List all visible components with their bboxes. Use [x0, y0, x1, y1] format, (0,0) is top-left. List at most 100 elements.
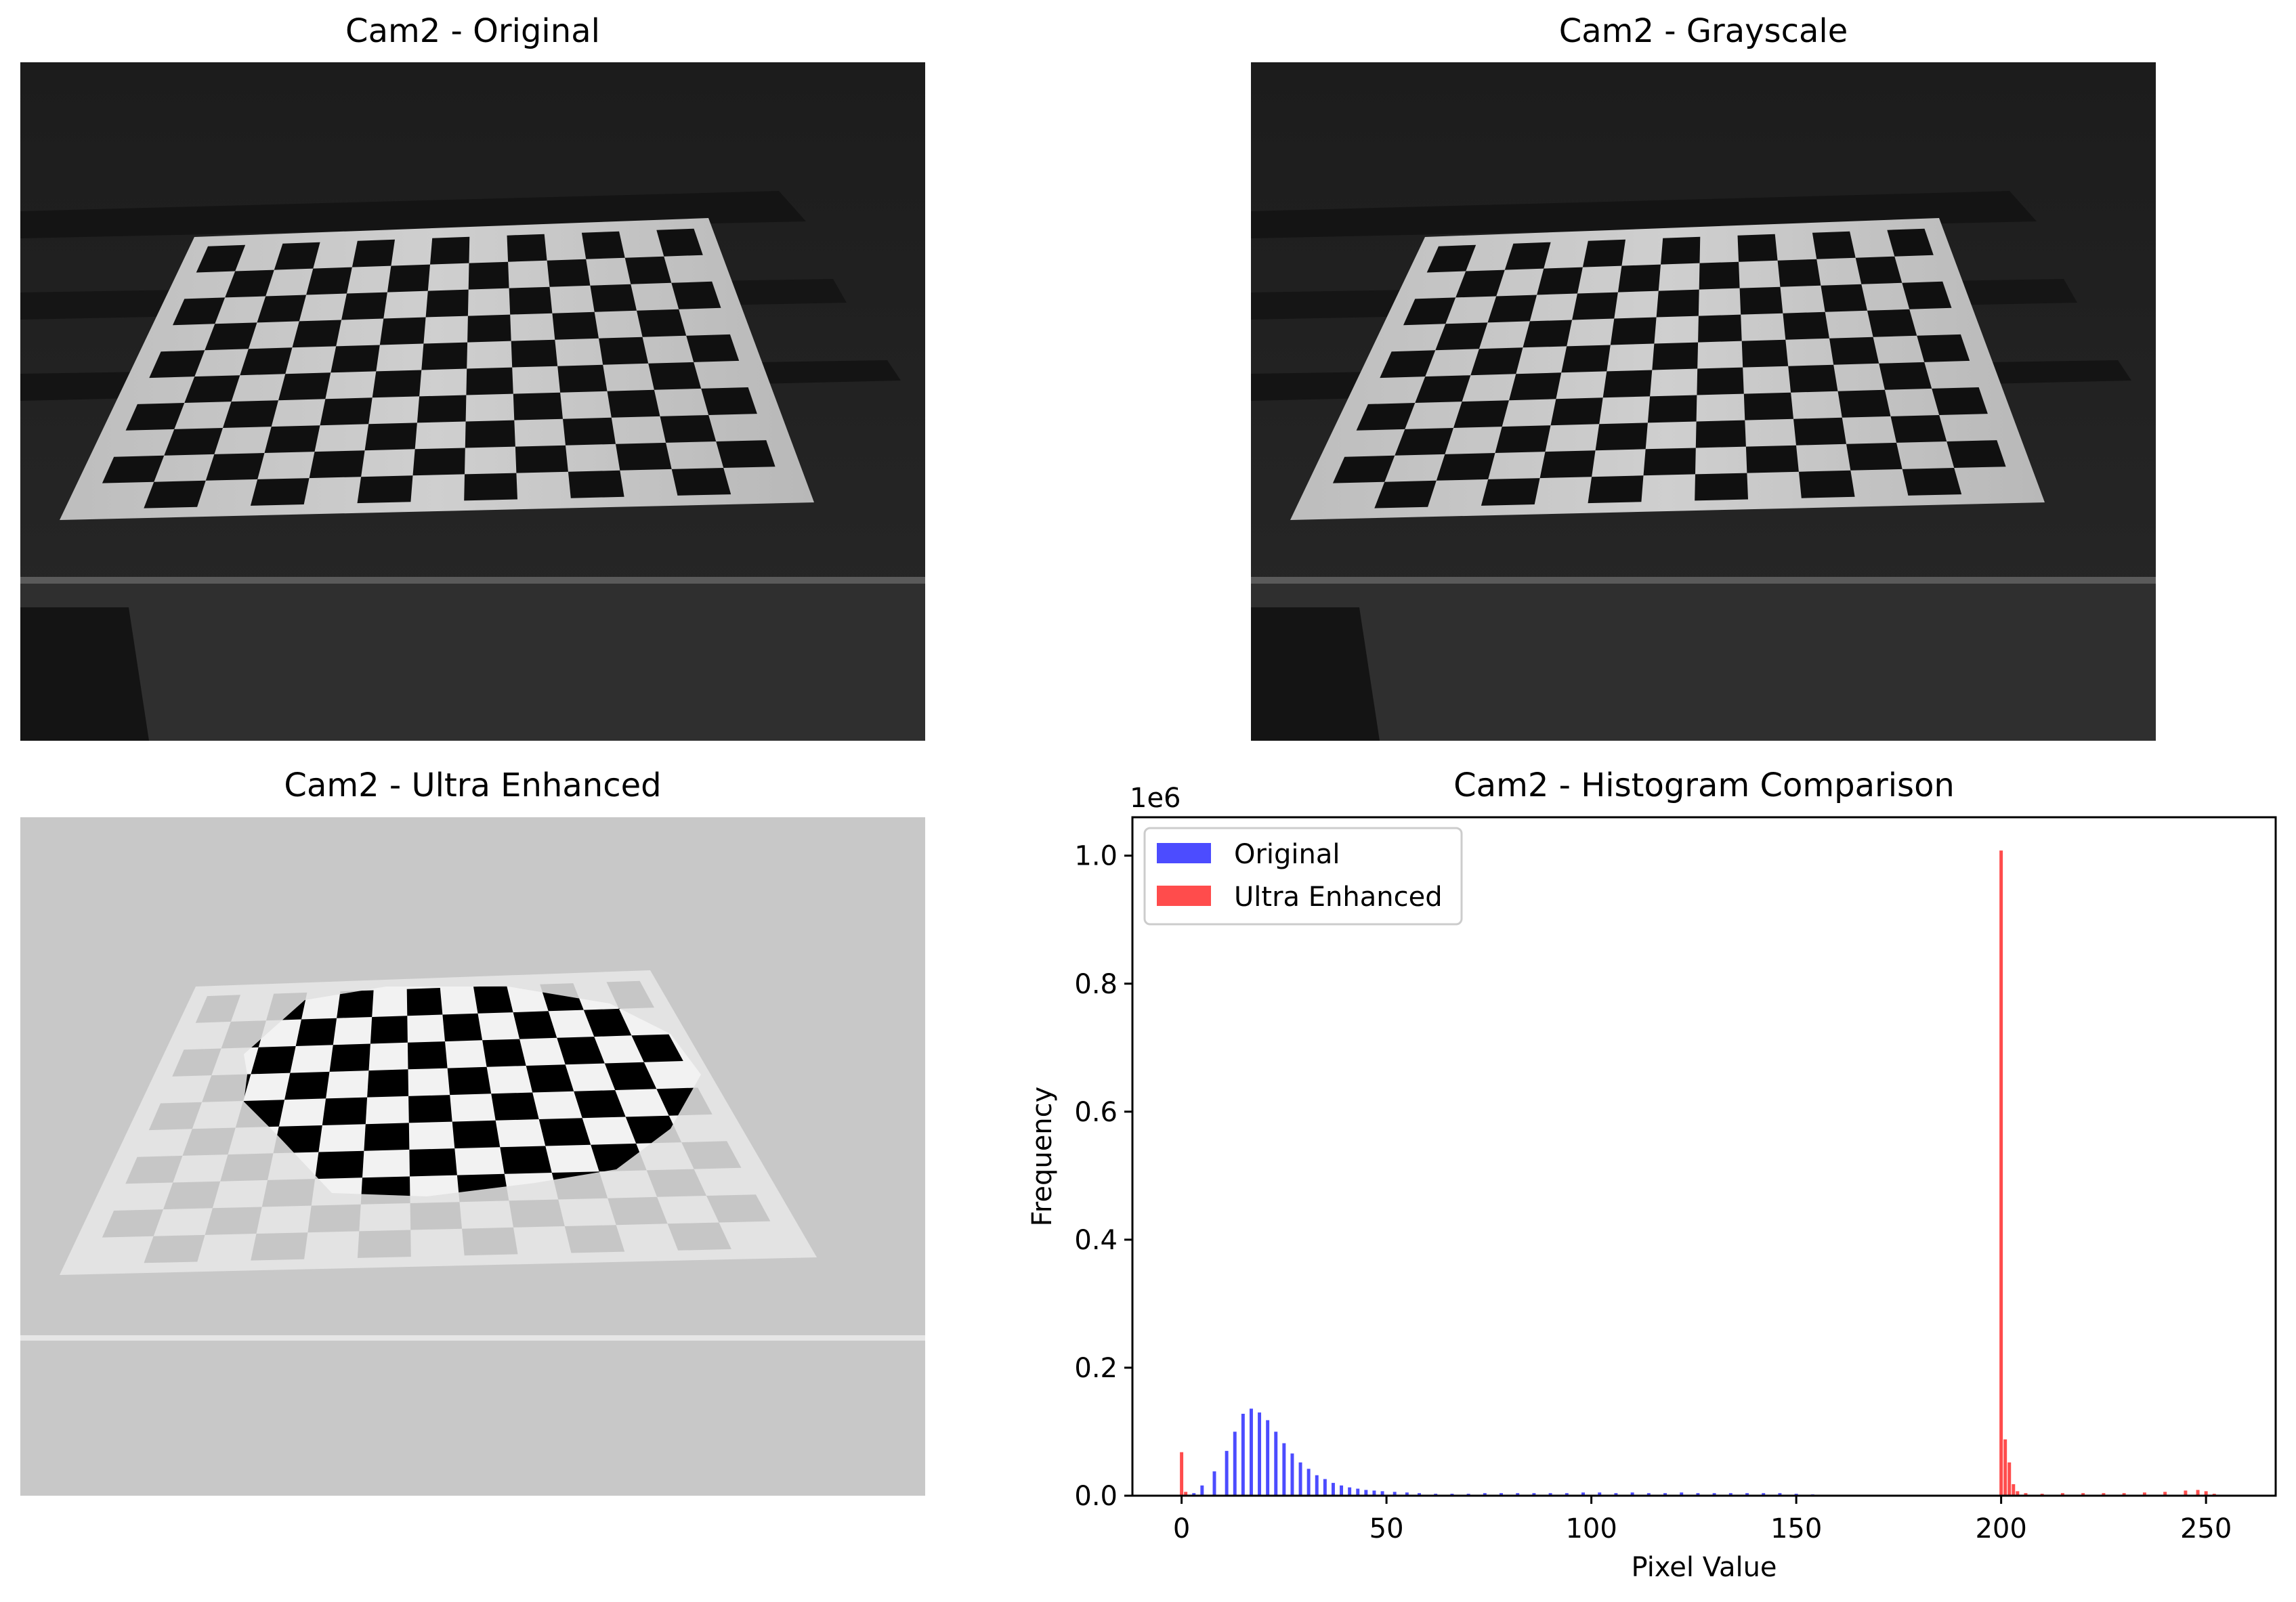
checker-square — [278, 372, 331, 401]
checker-square — [667, 1222, 731, 1251]
checker-square — [1902, 468, 1962, 496]
checker-square — [221, 1020, 266, 1049]
histogram-bar-original — [1290, 1453, 1294, 1496]
checker-square — [1550, 397, 1603, 426]
checker-square — [182, 1127, 236, 1156]
legend-label-enhanced: Ultra Enhanced — [1234, 882, 1443, 913]
checker-square — [274, 242, 320, 270]
y-tick-label: 1.0 — [1074, 841, 1118, 872]
checker-square — [1435, 322, 1488, 351]
checker-square — [671, 468, 731, 496]
checker-square — [564, 1225, 625, 1253]
histogram-bar-original — [1306, 1469, 1311, 1496]
checker-square — [557, 1037, 605, 1065]
checker-square — [513, 1011, 557, 1039]
checker-square — [604, 1062, 657, 1090]
histogram-bar-original — [1646, 1493, 1651, 1496]
checker-square — [507, 234, 547, 262]
histogram-bar-enhanced — [1180, 1452, 1184, 1496]
checker-square — [357, 1230, 411, 1258]
checker-square — [1829, 337, 1879, 365]
checker-square — [195, 995, 241, 1023]
checker-square — [656, 228, 703, 257]
checker-square — [196, 244, 246, 273]
checker-square — [172, 1048, 221, 1077]
checker-square — [1737, 234, 1778, 262]
checker-square — [1453, 400, 1509, 428]
histogram-bar-enhanced — [2024, 1493, 2028, 1496]
checker-square — [125, 1155, 183, 1184]
checker-square — [509, 1199, 565, 1228]
checker-square — [364, 1123, 410, 1151]
histogram-bar-original — [1380, 1491, 1384, 1496]
checker-square — [513, 392, 563, 420]
checker-square — [473, 987, 513, 1014]
checker-square — [1643, 448, 1696, 476]
checker-square — [608, 1196, 668, 1226]
checker-square — [1695, 420, 1746, 448]
histogram-bar-original — [1712, 1493, 1716, 1496]
checker-square — [417, 395, 467, 423]
checker-square — [1487, 295, 1537, 323]
checker-square — [590, 284, 637, 312]
checker-square — [1380, 350, 1436, 378]
checker-square — [309, 450, 365, 479]
checker-square — [1588, 475, 1644, 504]
checker-square — [163, 1181, 221, 1210]
histogram-bar-original — [1663, 1493, 1667, 1496]
legend-swatch-original — [1157, 843, 1211, 863]
checker-square — [1356, 403, 1416, 431]
checker-square — [306, 267, 352, 295]
x-tick-label: 200 — [1975, 1513, 2026, 1544]
checker-square — [1812, 231, 1856, 259]
histogram-bar-original — [1532, 1493, 1536, 1496]
y-scale-label: 1e6 — [1130, 783, 1181, 814]
histogram-bar-original — [1241, 1414, 1245, 1496]
grayscale-camera-image — [1251, 62, 2156, 741]
checker-square — [447, 1066, 492, 1096]
histogram-title: Cam2 - Histogram Comparison — [1453, 766, 1955, 804]
histogram-bar-enhanced — [1184, 1492, 1188, 1496]
checker-square — [1879, 362, 1932, 390]
x-tick-label: 0 — [1173, 1513, 1190, 1544]
checker-square — [1917, 334, 1970, 362]
histogram-bar-original — [1565, 1493, 1569, 1496]
checker-square — [257, 295, 307, 323]
checker-square — [1403, 297, 1456, 326]
checker-square — [1561, 345, 1611, 373]
checker-square — [500, 1146, 552, 1174]
checker-square — [468, 261, 509, 290]
checker-square — [491, 1092, 539, 1121]
legend-box — [1143, 827, 1463, 926]
checker-square — [671, 281, 721, 309]
legend-swatch-enhanced — [1157, 886, 1211, 906]
x-axis-label: Pixel Value — [1631, 1552, 1777, 1583]
checker-square — [205, 322, 257, 351]
checker-square — [552, 311, 599, 340]
checker-square — [1374, 480, 1437, 508]
checker-square — [631, 1034, 683, 1062]
checker-square — [412, 448, 465, 476]
histogram-bar-original — [1282, 1443, 1286, 1496]
checker-square — [607, 389, 660, 418]
checker-square — [1695, 473, 1748, 501]
checker-square — [1932, 387, 1988, 415]
checker-square — [225, 269, 274, 298]
y-tick-label: 0.2 — [1074, 1353, 1118, 1384]
checker-square — [1395, 428, 1453, 456]
checker-square — [1572, 292, 1618, 320]
histogram-bar-enhanced — [2060, 1493, 2064, 1496]
checker-square — [563, 417, 616, 446]
histogram-bar-original — [1364, 1490, 1368, 1496]
histogram-bar-original — [1192, 1493, 1196, 1496]
checker-square — [1415, 375, 1471, 403]
checker-square — [1697, 367, 1744, 395]
checker-square — [1652, 342, 1699, 370]
checker-square — [660, 415, 717, 443]
checker-square — [1332, 455, 1395, 483]
checker-square — [1537, 267, 1583, 295]
checker-square — [465, 420, 515, 448]
checker-square — [547, 259, 591, 287]
checker-square — [1743, 392, 1793, 420]
